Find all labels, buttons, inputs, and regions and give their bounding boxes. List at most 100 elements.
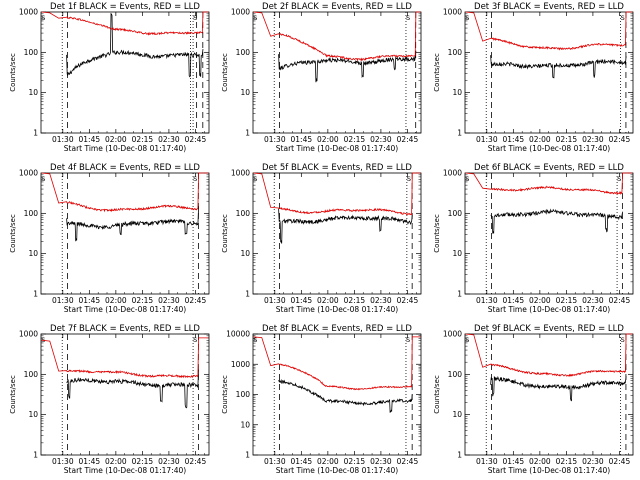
chart-panel-3: Det 3f BLACK = Events, RED = LLD 1 10 100 10… xyxy=(433,2,634,153)
saa-marker-label: S xyxy=(253,336,257,344)
x-tick-label: 02:30 xyxy=(582,457,604,466)
x-tick-label: 02:30 xyxy=(582,135,604,144)
chart-title: Det 4f BLACK = Events, RED = LLD xyxy=(50,163,200,173)
y-tick-label: 1000 xyxy=(231,360,250,369)
x-tick-label: 02:00 xyxy=(317,135,339,144)
saa-marker-label: S xyxy=(617,175,621,183)
x-tick-label: 01:45 xyxy=(291,135,313,144)
x-tick-label: 02:45 xyxy=(397,296,419,305)
lld-series-line xyxy=(253,336,421,391)
x-tick-label: 01:30 xyxy=(476,135,498,144)
lld-series-line xyxy=(41,11,209,36)
y-tick-label: 1000 xyxy=(19,169,38,178)
y-axis-label: Counts/sec xyxy=(433,375,441,414)
x-tick-label: 01:30 xyxy=(52,135,74,144)
x-tick-label: 01:45 xyxy=(503,135,525,144)
x-tick-label: 02:00 xyxy=(529,135,551,144)
x-tick-label: 01:30 xyxy=(264,135,286,144)
y-tick-label: 1000 xyxy=(443,8,462,17)
events-series-line xyxy=(278,378,413,413)
x-tick-label: 02:15 xyxy=(556,457,578,466)
y-tick-label: 1 xyxy=(457,129,462,138)
saa-marker-label: S xyxy=(465,336,469,344)
plot-frame xyxy=(252,333,422,456)
y-tick-label: 1000 xyxy=(443,330,462,339)
plot-frame xyxy=(464,11,634,134)
y-tick-label: 100 xyxy=(448,209,463,218)
lld-series-line xyxy=(253,172,421,216)
saa-marker-label: S xyxy=(253,175,257,183)
y-axis-label: Counts/sec xyxy=(9,53,17,92)
saa-marker-label: S xyxy=(193,175,197,183)
chart-panel-9: Det 9f BLACK = Events, RED = LLD 1 10 100 10… xyxy=(433,324,634,475)
x-axis-label: Start Time (10-Dec-08 01:17:40) xyxy=(488,144,610,153)
x-tick-label: 02:30 xyxy=(370,457,392,466)
x-tick-label: 01:45 xyxy=(503,457,525,466)
y-tick-label: 1 xyxy=(457,451,462,460)
lld-series-line xyxy=(465,11,633,51)
y-axis-label: Counts/sec xyxy=(221,53,229,92)
x-tick-label: 01:45 xyxy=(79,135,101,144)
y-tick-label: 1000 xyxy=(19,8,38,17)
y-tick-label: 10 xyxy=(452,410,462,419)
plot-frame xyxy=(252,172,422,295)
y-axis-label: Counts/sec xyxy=(221,375,229,414)
y-axis-label: Counts/sec xyxy=(9,375,17,414)
y-axis-label: Counts/sec xyxy=(433,53,441,92)
y-tick-label: 10 xyxy=(28,88,38,97)
x-tick-label: 01:30 xyxy=(476,457,498,466)
chart-title: Det 5f BLACK = Events, RED = LLD xyxy=(262,163,412,173)
y-tick-label: 1 xyxy=(245,451,250,460)
chart-panel-5: Det 5f BLACK = Events, RED = LLD 1 10 100 10… xyxy=(221,163,422,314)
x-tick-label: 02:30 xyxy=(370,296,392,305)
x-tick-label: 01:45 xyxy=(503,296,525,305)
x-tick-label: 02:45 xyxy=(185,296,207,305)
chart-title: Det 9f BLACK = Events, RED = LLD xyxy=(474,324,624,334)
lld-series-line xyxy=(41,337,209,379)
events-series-line xyxy=(278,208,413,244)
y-tick-label: 100 xyxy=(24,209,39,218)
x-tick-label: 02:45 xyxy=(609,457,631,466)
events-series-line xyxy=(66,206,199,242)
x-tick-label: 02:00 xyxy=(317,296,339,305)
y-tick-label: 100 xyxy=(236,390,251,399)
x-tick-label: 02:45 xyxy=(609,135,631,144)
x-axis-label: Start Time (10-Dec-08 01:17:40) xyxy=(488,305,610,314)
saa-marker-label: S xyxy=(621,14,625,22)
x-tick-label: 01:45 xyxy=(79,296,101,305)
y-tick-label: 1 xyxy=(245,290,250,299)
events-series-line xyxy=(278,50,417,83)
x-tick-label: 01:30 xyxy=(52,296,74,305)
saa-marker-label: S xyxy=(253,14,257,22)
chart-title: Det 6f BLACK = Events, RED = LLD xyxy=(474,163,624,173)
x-tick-label: 02:15 xyxy=(132,135,154,144)
chart-title: Det 8f BLACK = Events, RED = LLD xyxy=(262,324,412,334)
x-tick-label: 02:45 xyxy=(397,457,419,466)
y-tick-label: 10 xyxy=(240,88,250,97)
events-series-line xyxy=(66,369,199,409)
events-series-line xyxy=(490,55,627,79)
y-tick-label: 1000 xyxy=(231,169,250,178)
lld-series-line xyxy=(465,172,633,196)
y-tick-label: 10000 xyxy=(226,330,250,339)
x-tick-label: 01:45 xyxy=(291,457,313,466)
chart-panel-4: Det 4f BLACK = Events, RED = LLD 1 10 100 10… xyxy=(9,163,210,314)
y-tick-label: 10 xyxy=(28,249,38,258)
y-tick-label: 1 xyxy=(245,129,250,138)
chart-title: Det 3f BLACK = Events, RED = LLD xyxy=(474,2,624,12)
x-axis-label: Start Time (10-Dec-08 01:17:40) xyxy=(64,466,186,475)
y-tick-label: 1 xyxy=(33,290,38,299)
chart-panel-7: Det 7f BLACK = Events, RED = LLD 1 10 100 10… xyxy=(9,324,210,475)
y-tick-label: 100 xyxy=(24,370,39,379)
x-tick-label: 02:15 xyxy=(556,296,578,305)
chart-title: Det 7f BLACK = Events, RED = LLD xyxy=(50,324,200,334)
x-tick-label: 02:15 xyxy=(132,296,154,305)
chart-title: Det 2f BLACK = Events, RED = LLD xyxy=(262,2,412,12)
y-tick-label: 1000 xyxy=(231,8,250,17)
x-tick-label: 02:15 xyxy=(132,457,154,466)
y-tick-label: 100 xyxy=(236,48,251,57)
plot-frame xyxy=(464,172,634,295)
x-tick-label: 02:00 xyxy=(317,457,339,466)
x-axis-label: Start Time (10-Dec-08 01:17:40) xyxy=(276,305,398,314)
